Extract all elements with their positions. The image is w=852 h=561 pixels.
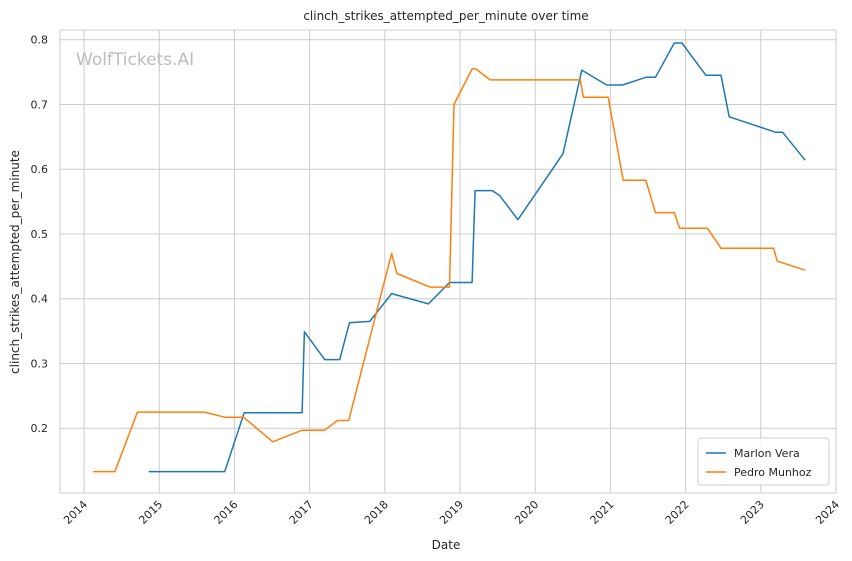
legend: Marlon Vera Pedro Munhoz bbox=[697, 437, 830, 486]
y-axis-label: clinch_strikes_attempted_per_minute bbox=[8, 150, 22, 374]
series-line-1 bbox=[93, 68, 806, 473]
y-tick-label: 0.5 bbox=[31, 228, 49, 241]
watermark: WolfTickets.AI bbox=[76, 50, 194, 70]
legend-label: Marlon Vera bbox=[734, 447, 800, 460]
y-tick-label: 0.4 bbox=[31, 293, 49, 306]
chart-title: clinch_strikes_attempted_per_minute over… bbox=[303, 9, 588, 23]
y-tick-label: 0.8 bbox=[31, 34, 49, 47]
legend-label: Pedro Munhoz bbox=[734, 466, 812, 479]
y-tick-label: 0.2 bbox=[31, 422, 49, 435]
y-axis-ticks: 0.2 0.3 0.4 0.5 0.6 0.7 0.8 bbox=[31, 34, 49, 436]
plot-area bbox=[59, 29, 837, 494]
x-axis-label: Date bbox=[432, 538, 461, 552]
series-layer bbox=[93, 42, 806, 473]
y-tick-label: 0.7 bbox=[31, 98, 49, 111]
legend-box bbox=[697, 437, 830, 486]
y-tick-label: 0.3 bbox=[31, 357, 49, 370]
y-tick-label: 0.6 bbox=[31, 163, 49, 176]
series-line-0 bbox=[148, 42, 806, 473]
